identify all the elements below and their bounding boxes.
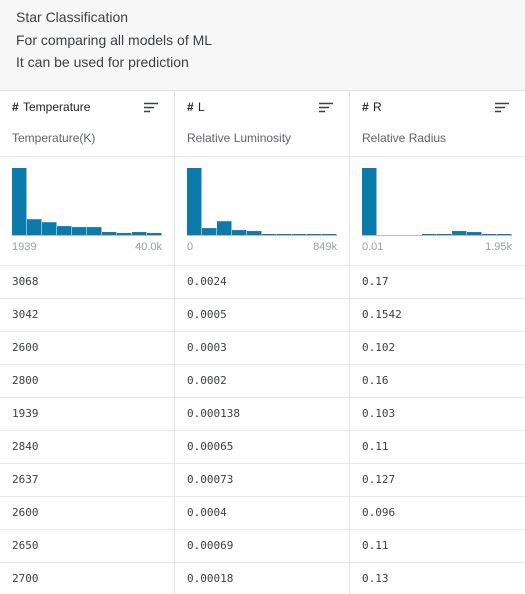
- row-line: [0, 364, 525, 365]
- row-line: [0, 430, 525, 431]
- row-line: [0, 562, 525, 563]
- histogram-bar: [117, 233, 132, 235]
- histogram: [362, 168, 512, 236]
- column-name: L: [198, 100, 205, 114]
- histogram-bar: [202, 228, 217, 235]
- histogram-bar: [262, 234, 277, 235]
- cell: 3042: [12, 308, 39, 321]
- cell: 0.11: [362, 539, 389, 552]
- axis-min-label: 0: [187, 241, 194, 253]
- cell: 0.102: [362, 341, 396, 354]
- histogram-bar: [322, 234, 337, 235]
- cell: 2840: [12, 440, 39, 453]
- histogram-bar: [72, 227, 87, 235]
- histogram-bar: [42, 222, 57, 235]
- cell: 0.00065: [187, 440, 234, 453]
- histogram-bar: [247, 231, 262, 235]
- cell: 0.0004: [187, 506, 227, 519]
- cell: 0.1542: [362, 308, 402, 321]
- header-line: For comparing all models of ML: [16, 31, 213, 48]
- histogram-bar: [147, 233, 162, 235]
- row-line: [0, 265, 525, 266]
- column-description: Temperature(K): [12, 131, 96, 145]
- cell: 0.00069: [187, 539, 234, 552]
- row-line: [0, 298, 525, 299]
- histogram-bar: [277, 234, 292, 235]
- cell: 0.13: [362, 572, 389, 585]
- histogram: [187, 168, 337, 236]
- cell: 0.0005: [187, 308, 227, 321]
- row-line: [0, 331, 525, 332]
- cell: 2637: [12, 473, 39, 486]
- cell: 0.17: [362, 275, 389, 288]
- column-description: Relative Radius: [362, 131, 447, 145]
- cell: 0.00018: [187, 572, 234, 585]
- type-icon: #: [187, 100, 194, 114]
- column: # R Relative Radius 0.01 1.95k: [350, 91, 525, 594]
- row-line: [0, 397, 525, 398]
- column: # L Relative Luminosity 0 849k: [175, 91, 350, 594]
- cell: 1939: [12, 407, 39, 420]
- cell: 0.16: [362, 374, 389, 387]
- cell: 0.127: [362, 473, 396, 486]
- header-line: Star Classification: [16, 9, 129, 25]
- column-name: Temperature: [23, 100, 91, 114]
- histogram-bar: [12, 168, 27, 235]
- sort-button[interactable]: [319, 102, 335, 114]
- axis-min-label: 1939: [12, 241, 37, 253]
- histogram-bar: [87, 227, 102, 235]
- histogram-bar: [422, 234, 437, 235]
- cell: 2800: [12, 374, 39, 387]
- histogram-bar: [132, 232, 147, 235]
- sort-button[interactable]: [144, 102, 160, 114]
- histogram-bar: [482, 234, 497, 235]
- row-line: [0, 463, 525, 464]
- histogram-bar: [187, 168, 202, 235]
- row-line: [0, 496, 525, 497]
- cell: 0.103: [362, 407, 396, 420]
- cell: 0.000138: [187, 407, 240, 420]
- histogram: [12, 168, 162, 236]
- cell: 2600: [12, 506, 39, 519]
- cell: 0.11: [362, 440, 389, 453]
- histogram-bar: [452, 231, 467, 235]
- histogram-bar: [467, 232, 482, 235]
- histogram-bar: [57, 226, 72, 235]
- dataset-header: [0, 0, 525, 91]
- cell: 0.096: [362, 506, 396, 519]
- cell: 2600: [12, 341, 39, 354]
- cell: 0.0024: [187, 275, 227, 288]
- axis-max-label: 1.95k: [485, 241, 512, 253]
- cell: 3068: [12, 275, 39, 288]
- histogram-bar: [102, 232, 117, 235]
- histogram-bar: [217, 221, 232, 235]
- cell: 2700: [12, 572, 39, 585]
- sort-button[interactable]: [495, 102, 511, 114]
- axis-max-label: 849k: [313, 241, 337, 253]
- cell: 0.0003: [187, 341, 227, 354]
- axis-min-label: 0.01: [362, 241, 384, 253]
- histogram-bar: [437, 234, 452, 235]
- histogram-bar: [27, 219, 42, 235]
- type-icon: #: [12, 100, 19, 114]
- column-name: R: [373, 100, 382, 114]
- histogram-bar: [232, 230, 247, 235]
- cell: 2650: [12, 539, 39, 552]
- row-line: [0, 529, 525, 530]
- histogram-bar: [497, 234, 512, 235]
- cell: 0.0002: [187, 374, 227, 387]
- column: # Temperature Temperature(K) 1939 40.0k: [0, 91, 175, 594]
- histogram-bar: [362, 168, 377, 235]
- histogram-bar: [292, 234, 307, 235]
- column-description: Relative Luminosity: [187, 131, 292, 145]
- histogram-bar: [307, 234, 322, 235]
- row-line: [0, 156, 525, 157]
- axis-max-label: 40.0k: [135, 241, 162, 253]
- cell: 0.00073: [187, 473, 234, 486]
- type-icon: #: [362, 100, 369, 114]
- header-line: It can be used for prediction: [16, 54, 189, 70]
